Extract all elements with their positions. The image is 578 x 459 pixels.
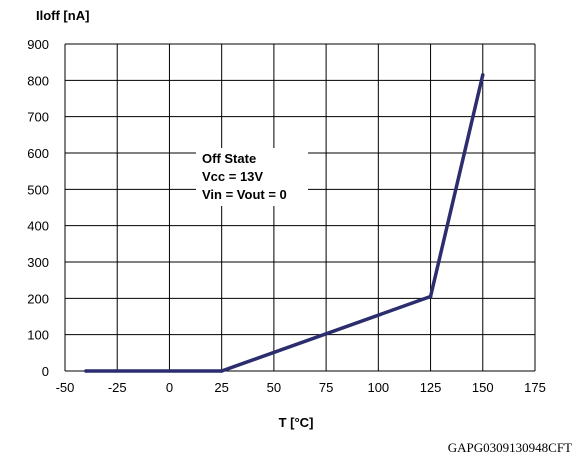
x-tick-label: 125	[420, 380, 442, 395]
x-tick-label: -50	[56, 380, 75, 395]
data-point	[428, 294, 433, 299]
annotation-line-2: Vcc = 13V	[202, 169, 263, 184]
x-tick-label: 75	[319, 380, 333, 395]
annotation-line-3: Vin = Vout = 0	[202, 187, 287, 202]
grid	[64, 43, 536, 372]
data-point	[480, 73, 485, 77]
y-tick-label: 0	[42, 364, 49, 379]
series-layer	[84, 73, 485, 373]
y-tick-label: 300	[27, 255, 49, 270]
annotation: Off State Vcc = 13V Vin = Vout = 0	[196, 148, 308, 206]
x-tick-label: 0	[166, 380, 173, 395]
y-axis-label: Iloff [nA]	[36, 8, 89, 23]
x-axis-label: T [°C]	[279, 415, 314, 430]
figure-code: GAPG0309130948CFT	[448, 440, 572, 455]
data-point	[84, 369, 88, 373]
x-tick-label: 50	[267, 380, 281, 395]
y-tick-label: 600	[27, 146, 49, 161]
series-line	[85, 74, 485, 373]
y-tick-label: 500	[27, 182, 49, 197]
y-tick-label: 900	[27, 37, 49, 52]
y-tick-label: 100	[27, 328, 49, 343]
annotation-background	[196, 148, 308, 206]
y-tick-label: 800	[27, 73, 49, 88]
y-tick-label: 200	[27, 291, 49, 306]
x-tick-label: 150	[472, 380, 494, 395]
x-tick-label: -25	[108, 380, 127, 395]
x-tick-label: 25	[214, 380, 228, 395]
y-tick-labels: 0 100 200 300 400 500 600 700 800 900	[27, 37, 49, 379]
x-tick-label: 100	[367, 380, 389, 395]
x-tick-label: 175	[524, 380, 546, 395]
y-tick-label: 400	[27, 219, 49, 234]
data-point	[219, 369, 224, 373]
annotation-line-1: Off State	[202, 151, 256, 166]
x-tick-labels: -50 -25 0 25 50 75 100 125 150 175	[56, 380, 546, 395]
y-tick-label: 700	[27, 110, 49, 125]
